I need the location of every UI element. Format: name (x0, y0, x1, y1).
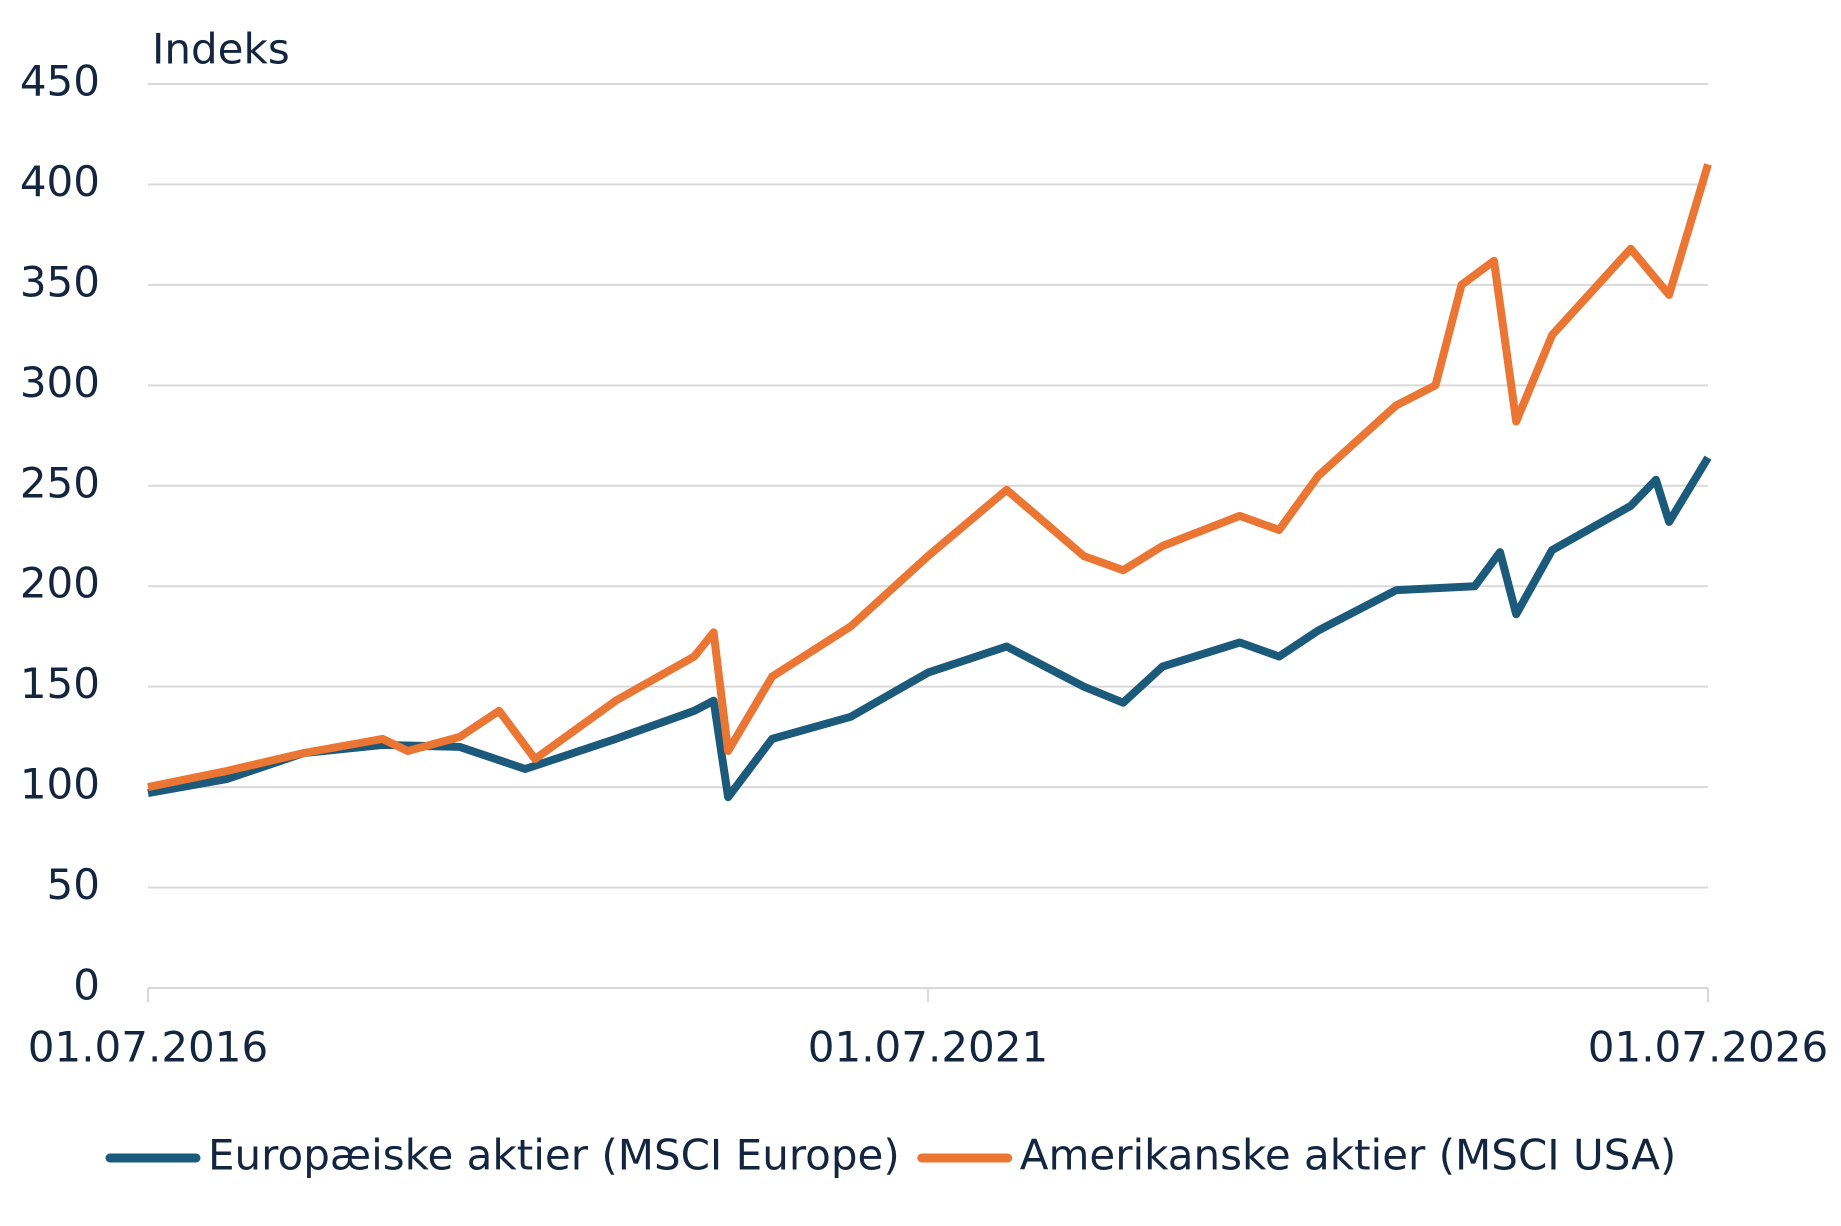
y-tick-label: 0 (73, 961, 100, 1010)
x-tick-label: 01.07.2026 (1588, 1023, 1828, 1072)
series-line (147, 455, 1712, 802)
series-line (147, 163, 1712, 792)
y-tick-label: 50 (47, 860, 100, 909)
x-tick-label: 01.07.2021 (808, 1023, 1048, 1072)
legend-label: Amerikanske aktier (MSCI USA) (1020, 1131, 1677, 1180)
legend-label: Europæiske aktier (MSCI Europe) (208, 1131, 900, 1180)
y-tick-label: 300 (20, 358, 100, 407)
y-tick-label: 250 (20, 458, 100, 507)
y-tick-label: 200 (20, 559, 100, 608)
x-tick-label: 01.07.2016 (28, 1023, 268, 1072)
y-tick-label: 350 (20, 257, 100, 306)
y-axis-label: Indeks (152, 25, 290, 74)
y-tick-label: 100 (20, 760, 100, 809)
y-tick-label: 450 (20, 57, 100, 106)
y-tick-label: 150 (20, 659, 100, 708)
y-tick-label: 400 (20, 157, 100, 206)
